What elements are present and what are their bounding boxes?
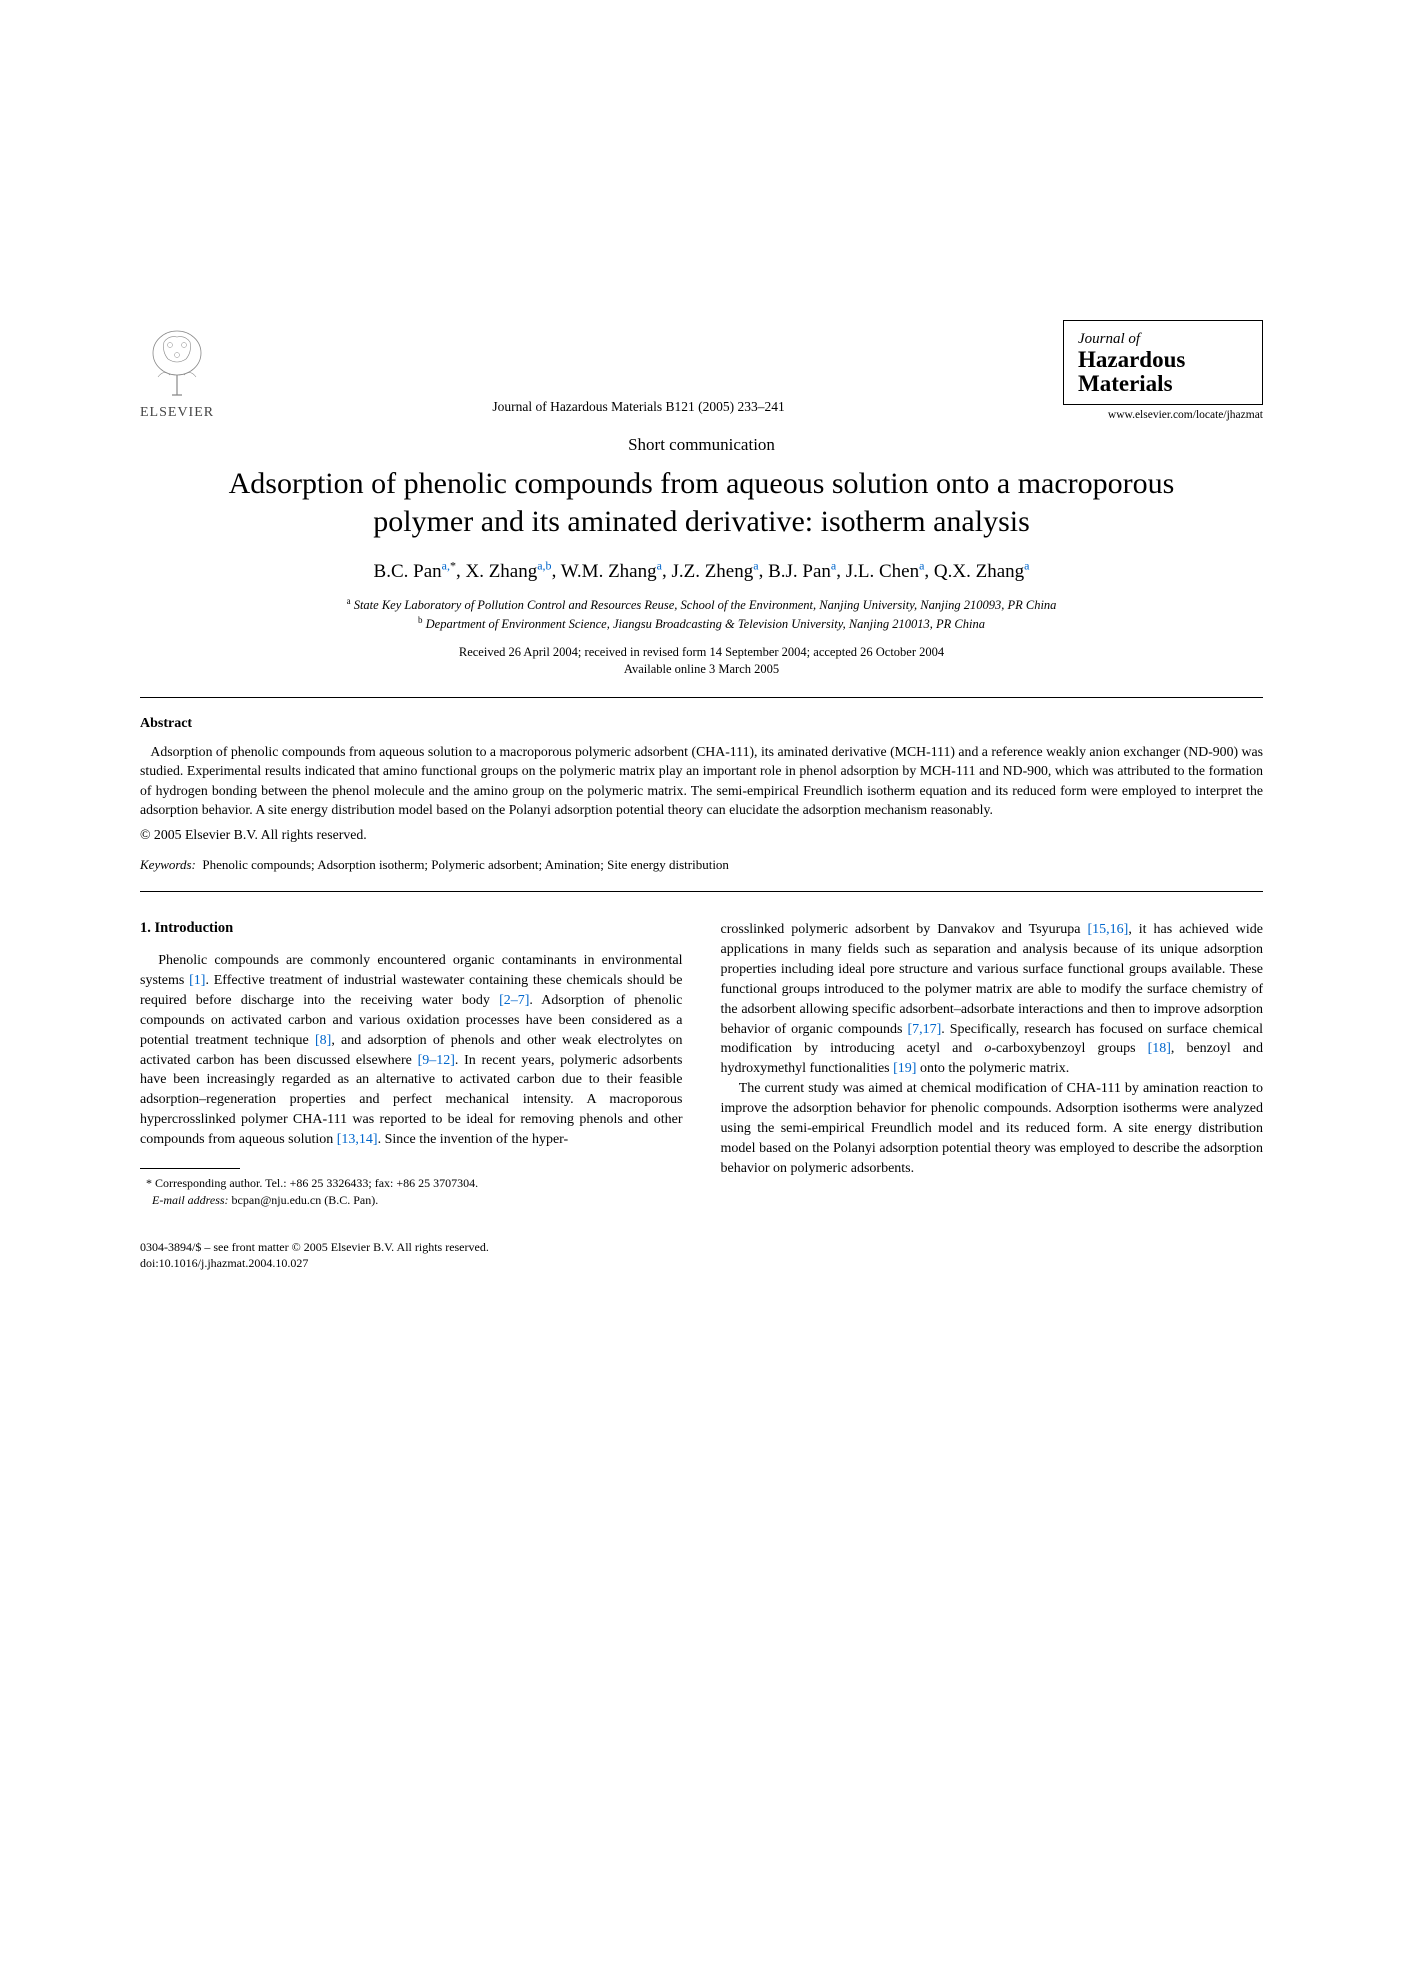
author-4: B.J. Pana [768,561,836,582]
authors-line: B.C. Pana,*, X. Zhanga,b, W.M. Zhanga, J… [140,558,1263,582]
ref-link[interactable]: [1] [189,973,205,988]
email-label: E-mail address: [152,1193,229,1207]
footnote-rule [140,1168,240,1169]
journal-line2: Hazardous [1078,348,1248,372]
journal-line3: Materials [1078,372,1248,396]
journal-line1: Journal of [1078,331,1248,348]
keywords: Keywords: Phenolic compounds; Adsorption… [140,857,1263,873]
keywords-label: Keywords: [140,857,196,872]
footer: 0304-3894/$ – see front matter © 2005 El… [140,1239,1263,1273]
section-1-heading: 1. Introduction [140,920,683,937]
ref-link[interactable]: [18] [1148,1041,1171,1056]
rule-1 [140,697,1263,698]
footer-line1: 0304-3894/$ – see front matter © 2005 El… [140,1239,1263,1256]
journal-url: www.elsevier.com/locate/jhazmat [1108,409,1263,421]
rule-2 [140,891,1263,892]
article-type: Short communication [140,435,1263,455]
journal-right: Journal of Hazardous Materials www.elsev… [1063,320,1263,421]
publisher-logo: ELSEVIER [140,325,214,421]
abstract-copyright: © 2005 Elsevier B.V. All rights reserved… [140,827,1263,843]
footnote: * Corresponding author. Tel.: +86 25 332… [140,1175,683,1209]
corr-author: Corresponding author. Tel.: +86 25 33264… [155,1176,478,1190]
header-row: ELSEVIER Journal of Hazardous Materials … [140,320,1263,421]
author-5: J.L. Chena [846,561,925,582]
ref-link[interactable]: [15,16] [1087,922,1128,937]
ref-link[interactable]: [19] [893,1061,916,1076]
ref-link[interactable]: [2–7] [499,993,529,1008]
email: bcpan@nju.edu.cn (B.C. Pan). [232,1193,379,1207]
dates-line2: Available online 3 March 2005 [140,661,1263,679]
ref-link[interactable]: [7,17] [907,1022,941,1037]
article-title: Adsorption of phenolic compounds from aq… [180,465,1223,540]
author-1: X. Zhanga,b [465,561,551,582]
dates: Received 26 April 2004; received in revi… [140,644,1263,679]
dates-line1: Received 26 April 2004; received in revi… [140,644,1263,662]
ref-link[interactable]: [8] [315,1033,331,1048]
affiliation-a: State Key Laboratory of Pollution Contro… [354,598,1057,612]
author-0: B.C. Pana,* [374,561,456,582]
right-column: crosslinked polymeric adsorbent by Danva… [721,920,1264,1208]
ref-link[interactable]: [9–12] [418,1053,455,1068]
elsevier-tree-icon [142,325,212,405]
ref-link[interactable]: [13,14] [337,1132,378,1147]
two-column-body: 1. Introduction Phenolic compounds are c… [140,920,1263,1208]
affiliation-b: Department of Environment Science, Jiang… [426,617,985,631]
citation: Journal of Hazardous Materials B121 (200… [214,399,1063,421]
abstract-label: Abstract [140,716,1263,732]
author-2: W.M. Zhanga [561,561,662,582]
author-3: J.Z. Zhenga [671,561,758,582]
left-column: 1. Introduction Phenolic compounds are c… [140,920,683,1208]
affiliations: a State Key Laboratory of Pollution Cont… [140,595,1263,634]
author-6: Q.X. Zhanga [934,561,1030,582]
intro-para-3: The current study was aimed at chemical … [721,1079,1264,1178]
keywords-text: Phenolic compounds; Adsorption isotherm;… [202,857,729,872]
intro-para-1: Phenolic compounds are commonly encounte… [140,951,683,1150]
footer-line2: doi:10.1016/j.jhazmat.2004.10.027 [140,1255,1263,1272]
journal-box: Journal of Hazardous Materials [1063,320,1263,405]
intro-para-2: crosslinked polymeric adsorbent by Danva… [721,920,1264,1178]
abstract-text: Adsorption of phenolic compounds from aq… [140,742,1263,819]
publisher-name: ELSEVIER [140,405,214,421]
